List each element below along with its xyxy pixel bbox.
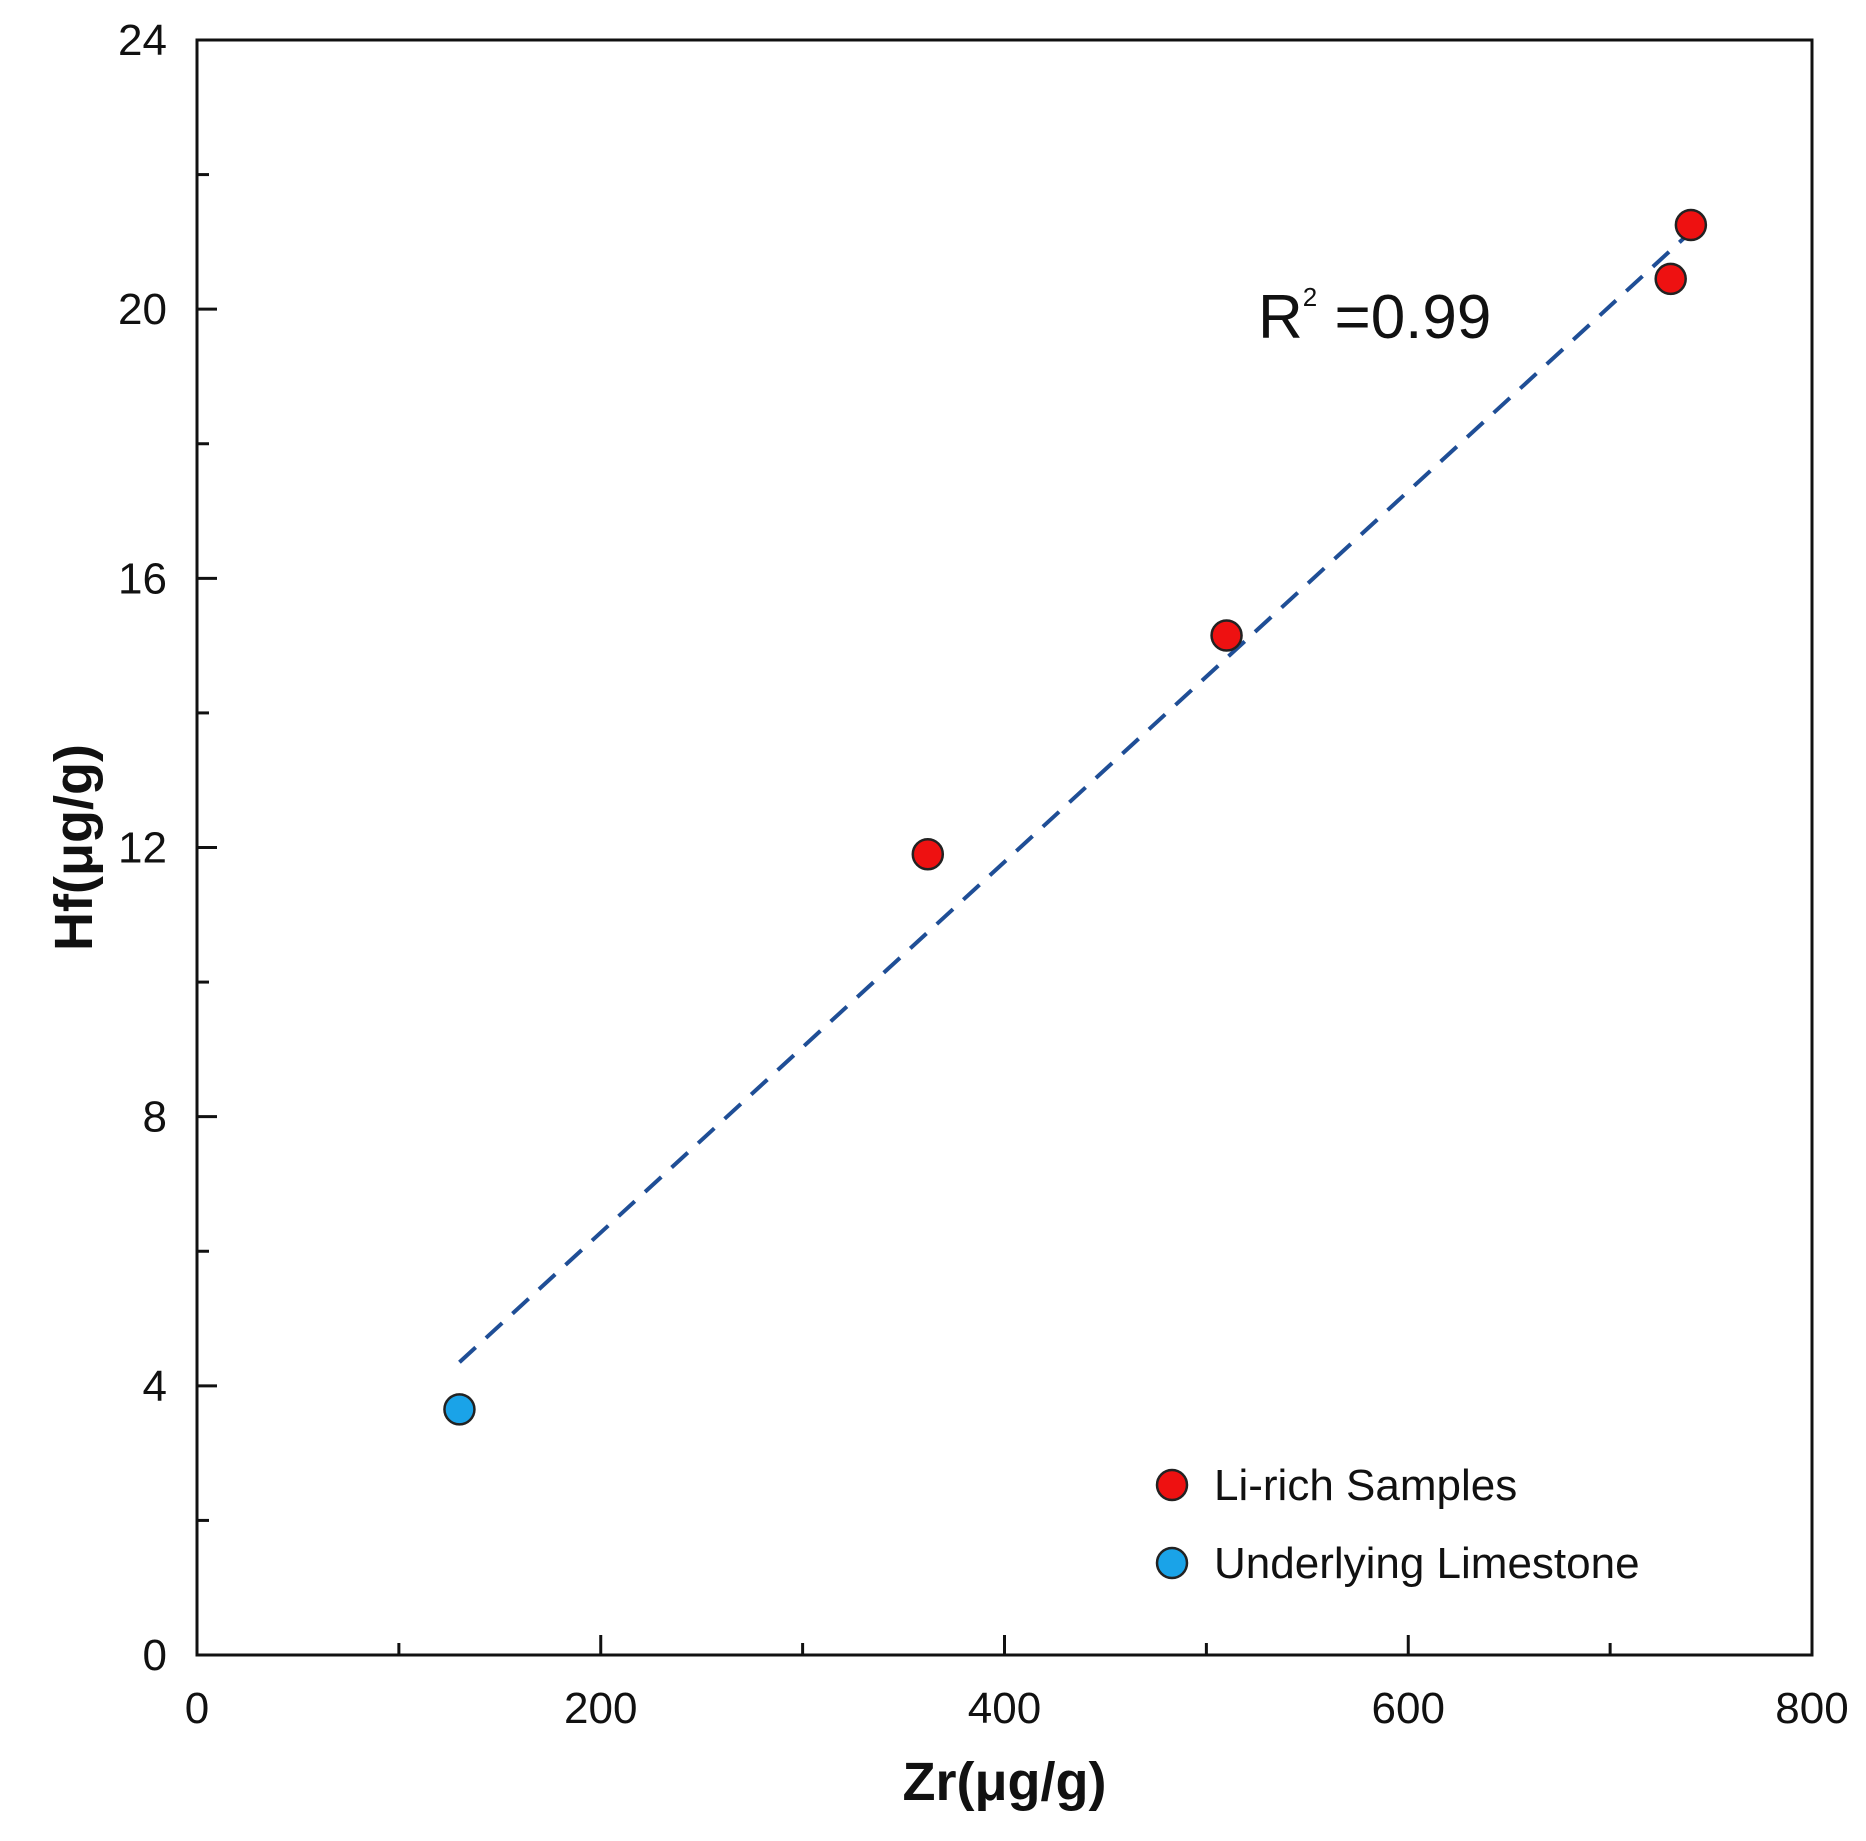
- x-tick-label: 0: [185, 1684, 209, 1733]
- legend-label-li-rich-samples: Li-rich Samples: [1214, 1461, 1517, 1510]
- r-squared-value: 0.99: [1371, 283, 1492, 352]
- y-axis-title: Hf(μg/g): [44, 744, 104, 951]
- data-point-li-rich-samples: [1674, 208, 1708, 242]
- points-layer: [443, 208, 1708, 1426]
- y-tick-label: 8: [143, 1093, 167, 1142]
- legend-marker-li-rich-samples: [1155, 1468, 1189, 1502]
- x-tick-label: 200: [564, 1684, 637, 1733]
- axes-layer: [195, 38, 1814, 1657]
- y-tick-label: 0: [143, 1631, 167, 1680]
- plot-frame: [195, 38, 1814, 1657]
- data-point-li-rich-samples: [1210, 619, 1243, 652]
- data-point-li-rich-samples: [1654, 262, 1687, 296]
- r-squared-superscript: 2: [1303, 282, 1317, 312]
- legend-marker-underlying-limestone: [1155, 1546, 1189, 1580]
- data-point-underlying-limestone: [443, 1393, 476, 1426]
- x-tick-label: 600: [1372, 1684, 1445, 1733]
- r-squared-equals: =: [1317, 283, 1370, 352]
- y-tick-label: 12: [118, 824, 167, 873]
- r-squared-annotation: R2 =0.99: [1258, 282, 1491, 352]
- r-squared-base: R: [1258, 283, 1303, 352]
- data-point-li-rich-samples: [911, 837, 945, 871]
- ticks-layer: 0 200 400 600 800 0 4 8 12 16 20 24: [118, 16, 1849, 1733]
- y-tick-label: 24: [118, 16, 167, 65]
- y-tick-label: 20: [118, 285, 167, 334]
- y-tick-label: 4: [143, 1362, 167, 1411]
- trendline-layer: [458, 230, 1693, 1364]
- y-tick-label: 16: [118, 554, 167, 603]
- x-tick-label: 800: [1775, 1684, 1848, 1733]
- x-axis-title: Zr(μg/g): [903, 1752, 1107, 1812]
- x-tick-label: 400: [968, 1684, 1041, 1733]
- trendline: [458, 230, 1693, 1364]
- legend: Li-rich Samples Underlying Limestone: [1155, 1461, 1640, 1588]
- legend-label-underlying-limestone: Underlying Limestone: [1214, 1539, 1640, 1588]
